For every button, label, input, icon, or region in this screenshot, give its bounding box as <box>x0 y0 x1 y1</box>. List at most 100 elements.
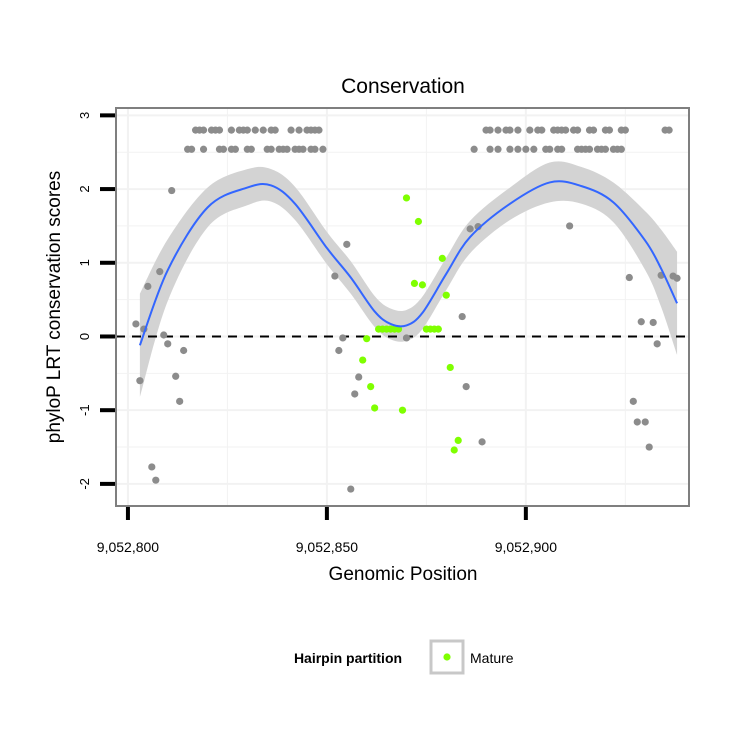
y-tick-label: 2 <box>77 185 92 192</box>
other-point <box>243 126 251 134</box>
other-point <box>199 145 208 153</box>
other-point <box>617 145 625 153</box>
other-point <box>339 334 347 342</box>
mature-point <box>371 404 379 412</box>
y-tick-label: -1 <box>77 404 92 416</box>
other-point <box>625 273 633 282</box>
other-point <box>486 145 494 153</box>
other-point <box>259 126 267 134</box>
other-point <box>653 340 661 348</box>
other-point <box>478 438 486 446</box>
other-point <box>227 126 235 134</box>
other-point <box>470 145 478 153</box>
other-point <box>462 383 470 391</box>
plot-panel-border <box>115 107 690 507</box>
other-point <box>152 476 160 484</box>
other-point <box>144 282 152 290</box>
x-tick-label: 9,052,800 <box>97 539 159 555</box>
other-point <box>267 145 275 153</box>
other-point <box>546 145 554 153</box>
other-point <box>164 340 172 348</box>
other-point <box>188 145 196 153</box>
mature-point <box>398 406 407 414</box>
other-point <box>629 397 637 405</box>
other-point <box>649 318 657 327</box>
y-axis: -2 -1 0 1 2 3 <box>77 112 115 490</box>
mature-point <box>434 325 442 333</box>
other-point <box>637 318 645 326</box>
other-point <box>514 126 522 134</box>
other-point <box>641 418 649 426</box>
other-point <box>299 145 307 153</box>
other-point <box>402 334 411 342</box>
other-point <box>231 145 239 153</box>
other-point <box>331 272 339 280</box>
other-point <box>458 312 466 321</box>
y-tick-label: 3 <box>77 112 92 119</box>
mature-point <box>438 254 446 262</box>
other-point <box>136 377 144 385</box>
other-point <box>315 126 323 134</box>
mature-point <box>363 335 371 343</box>
x-tick-label: 9,052,900 <box>495 539 557 555</box>
other-point <box>148 463 156 471</box>
other-point <box>494 126 502 134</box>
other-point <box>335 346 343 355</box>
other-point <box>311 145 319 153</box>
mature-point <box>450 446 458 454</box>
other-point <box>673 274 681 282</box>
other-point <box>526 126 534 134</box>
legend-key-mature-dot <box>443 653 451 661</box>
other-point <box>558 145 566 153</box>
other-point <box>665 126 673 134</box>
other-point <box>573 126 582 134</box>
other-point <box>466 225 474 233</box>
other-point <box>589 126 598 134</box>
other-point <box>566 222 574 230</box>
other-point <box>215 126 224 134</box>
legend-title: Hairpin partition <box>294 650 402 666</box>
other-point <box>538 126 546 134</box>
mature-point <box>367 383 375 391</box>
legend: Hairpin partition Mature <box>294 639 514 675</box>
points-group <box>132 126 681 493</box>
x-tick-label: 9,052,850 <box>296 539 358 555</box>
other-point <box>287 126 295 134</box>
y-tick-label: 0 <box>77 333 92 340</box>
other-point <box>351 390 359 398</box>
mature-point <box>402 194 411 202</box>
other-point <box>319 145 327 153</box>
other-point <box>355 373 363 381</box>
legend-label-mature: Mature <box>470 650 514 666</box>
mature-point <box>418 281 426 289</box>
other-point <box>601 145 610 153</box>
other-point <box>180 346 188 355</box>
other-point <box>562 126 570 134</box>
chart-title: Conservation <box>341 75 465 98</box>
y-tick-label: -2 <box>77 478 92 490</box>
other-point <box>514 145 522 153</box>
smooth-line-group <box>138 180 678 346</box>
mature-point <box>359 356 367 364</box>
loess-smooth-line <box>138 180 678 346</box>
other-point <box>247 145 255 153</box>
other-point <box>343 240 351 248</box>
x-axis-label: Genomic Position <box>329 564 478 585</box>
mature-point <box>442 291 450 299</box>
other-point <box>605 126 614 134</box>
other-point <box>494 145 502 153</box>
other-point <box>160 331 168 339</box>
other-point <box>621 126 629 134</box>
other-point <box>633 418 641 426</box>
y-tick-label: 1 <box>77 259 92 266</box>
other-point <box>295 126 303 134</box>
x-axis: 9,052,800 9,052,850 9,052,900 <box>97 507 557 555</box>
other-point <box>168 186 176 195</box>
other-point <box>251 126 259 134</box>
other-point <box>506 126 514 134</box>
other-point <box>506 145 514 153</box>
other-point <box>645 443 653 451</box>
